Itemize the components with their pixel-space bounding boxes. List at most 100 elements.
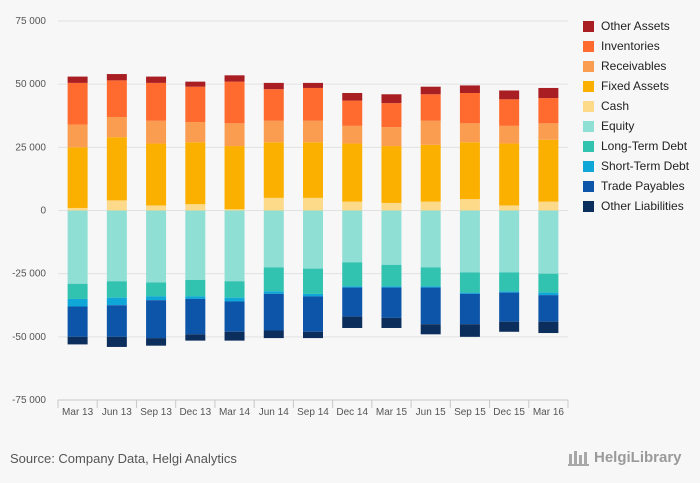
- bar-segment-receivables: [459, 123, 480, 143]
- bar-segment-long-term-debt: [67, 283, 88, 299]
- x-tick-label: Mar 16: [533, 407, 565, 418]
- bar-segment-receivables: [146, 120, 167, 144]
- bar-segment-receivables: [106, 117, 127, 138]
- bar-segment-long-term-debt: [185, 279, 206, 297]
- x-tick-label: Dec 14: [336, 407, 368, 418]
- brand-logo: HelgiLibrary: [568, 448, 682, 466]
- bar-segment-inventories: [106, 80, 127, 118]
- bar-segment-long-term-debt: [106, 281, 127, 298]
- x-tick-label: Mar 14: [219, 407, 251, 418]
- legend-swatch: [583, 120, 594, 132]
- library-icon: [568, 451, 589, 466]
- bar-segment-equity: [420, 210, 441, 268]
- bar-segment-receivables: [342, 125, 363, 144]
- bar-segment-short-term-debt: [459, 292, 480, 294]
- bar-segment-equity: [263, 210, 284, 268]
- source-note: Source: Company Data, Helgi Analytics: [10, 451, 237, 466]
- y-tick-label: 50 000: [15, 79, 46, 90]
- bar-segment-trade-payables: [420, 287, 441, 325]
- bar-segment-other-assets: [106, 74, 127, 81]
- legend-item-long-term-debt[interactable]: Long-Term Debt: [583, 136, 689, 156]
- bar-segment-receivables: [185, 122, 206, 143]
- brand-name: HelgiLibrary: [594, 448, 682, 466]
- legend-label: Other Assets: [601, 19, 670, 33]
- bar-segment-short-term-debt: [420, 286, 441, 288]
- bar-segment-trade-payables: [106, 305, 127, 337]
- y-tick-label: -25 000: [12, 269, 46, 280]
- bar-segment-other-liabilities: [67, 336, 88, 345]
- bar-segment-long-term-debt: [420, 267, 441, 287]
- legend-item-fixed-assets[interactable]: Fixed Assets: [583, 76, 689, 96]
- bar-segment-inventories: [420, 94, 441, 121]
- bar-segment-receivables: [67, 124, 88, 148]
- bar-segment-other-assets: [459, 85, 480, 94]
- bar-segment-fixed-assets: [342, 143, 363, 202]
- bar-segment-receivables: [381, 127, 402, 147]
- x-tick-label: Dec 13: [179, 407, 211, 418]
- bar-segment-short-term-debt: [499, 291, 520, 293]
- legend-item-receivables[interactable]: Receivables: [583, 56, 689, 76]
- bar-segment-cash: [185, 204, 206, 211]
- axes: -75 000 -50 000 -25 000 0 25 000 50 000 75 000…: [12, 16, 569, 418]
- legend-label: Fixed Assets: [601, 79, 670, 93]
- bar-segment-equity: [224, 210, 245, 282]
- bar-segment-equity: [185, 210, 206, 280]
- y-tick-label: 0: [40, 206, 46, 217]
- bar-segment-other-liabilities: [185, 334, 206, 341]
- bar-segment-cash: [381, 202, 402, 211]
- y-tick-label: 25 000: [15, 142, 46, 153]
- x-tick-label: Jun 14: [259, 407, 289, 418]
- bar-segment-inventories: [342, 100, 363, 126]
- bar-segment-other-liabilities: [342, 316, 363, 328]
- bar-segment-fixed-assets: [381, 146, 402, 203]
- bar-segment-equity: [106, 210, 127, 282]
- legend-item-inventories[interactable]: Inventories: [583, 36, 689, 56]
- legend-item-other-assets[interactable]: Other Assets: [583, 16, 689, 36]
- bar-segment-cash: [538, 201, 559, 211]
- bar-segment-inventories: [224, 81, 245, 124]
- bar-segment-inventories: [67, 82, 88, 125]
- bar-segment-inventories: [303, 87, 323, 121]
- legend-swatch: [583, 100, 594, 112]
- bar-segment-other-liabilities: [538, 321, 559, 334]
- x-tick-label: Sep 14: [297, 407, 329, 418]
- bar-segment-inventories: [538, 98, 559, 124]
- bar-segment-fixed-assets: [303, 142, 323, 198]
- bar-segment-fixed-assets: [499, 143, 520, 206]
- bar-segment-trade-payables: [67, 306, 88, 337]
- legend-swatch: [583, 200, 594, 212]
- bar-segment-other-liabilities: [263, 330, 284, 339]
- bar-segment-trade-payables: [342, 287, 363, 317]
- legend-item-trade-payables[interactable]: Trade Payables: [583, 176, 689, 196]
- bar-segment-short-term-debt: [381, 286, 402, 288]
- bar-segment-fixed-assets: [106, 137, 127, 201]
- bar-segment-short-term-debt: [224, 297, 245, 302]
- bar-segment-other-assets: [185, 81, 206, 87]
- legend-label: Short-Term Debt: [601, 159, 690, 173]
- bar-segment-short-term-debt: [67, 298, 88, 307]
- bar-segment-fixed-assets: [263, 142, 284, 198]
- legend-swatch: [583, 140, 594, 152]
- x-tick-label: Jun 15: [416, 407, 446, 418]
- bar-segment-long-term-debt: [499, 272, 520, 292]
- bar-segment-fixed-assets: [67, 147, 88, 208]
- bar-segment-fixed-assets: [420, 144, 441, 202]
- legend-label: Other Liabilities: [601, 199, 684, 213]
- legend-item-equity[interactable]: Equity: [583, 116, 689, 136]
- bar-segment-inventories: [263, 89, 284, 121]
- bar-segment-short-term-debt: [538, 292, 559, 296]
- legend-label: Cash: [601, 99, 630, 113]
- legend-label: Receivables: [601, 59, 667, 73]
- bar-segment-receivables: [263, 120, 284, 143]
- bar-segment-equity: [303, 210, 323, 269]
- bar-segment-cash: [420, 201, 441, 211]
- legend-item-cash[interactable]: Cash: [583, 96, 689, 116]
- bar-segment-other-assets: [420, 86, 441, 95]
- bar-segment-fixed-assets: [185, 142, 206, 205]
- bar-segment-long-term-debt: [381, 264, 402, 287]
- legend-item-other-liabilities[interactable]: Other Liabilities: [583, 196, 689, 216]
- bar-segment-short-term-debt: [106, 297, 127, 306]
- bar-segment-fixed-assets: [538, 139, 559, 202]
- bar-segment-receivables: [538, 123, 559, 140]
- legend-item-short-term-debt[interactable]: Short-Term Debt: [583, 156, 689, 176]
